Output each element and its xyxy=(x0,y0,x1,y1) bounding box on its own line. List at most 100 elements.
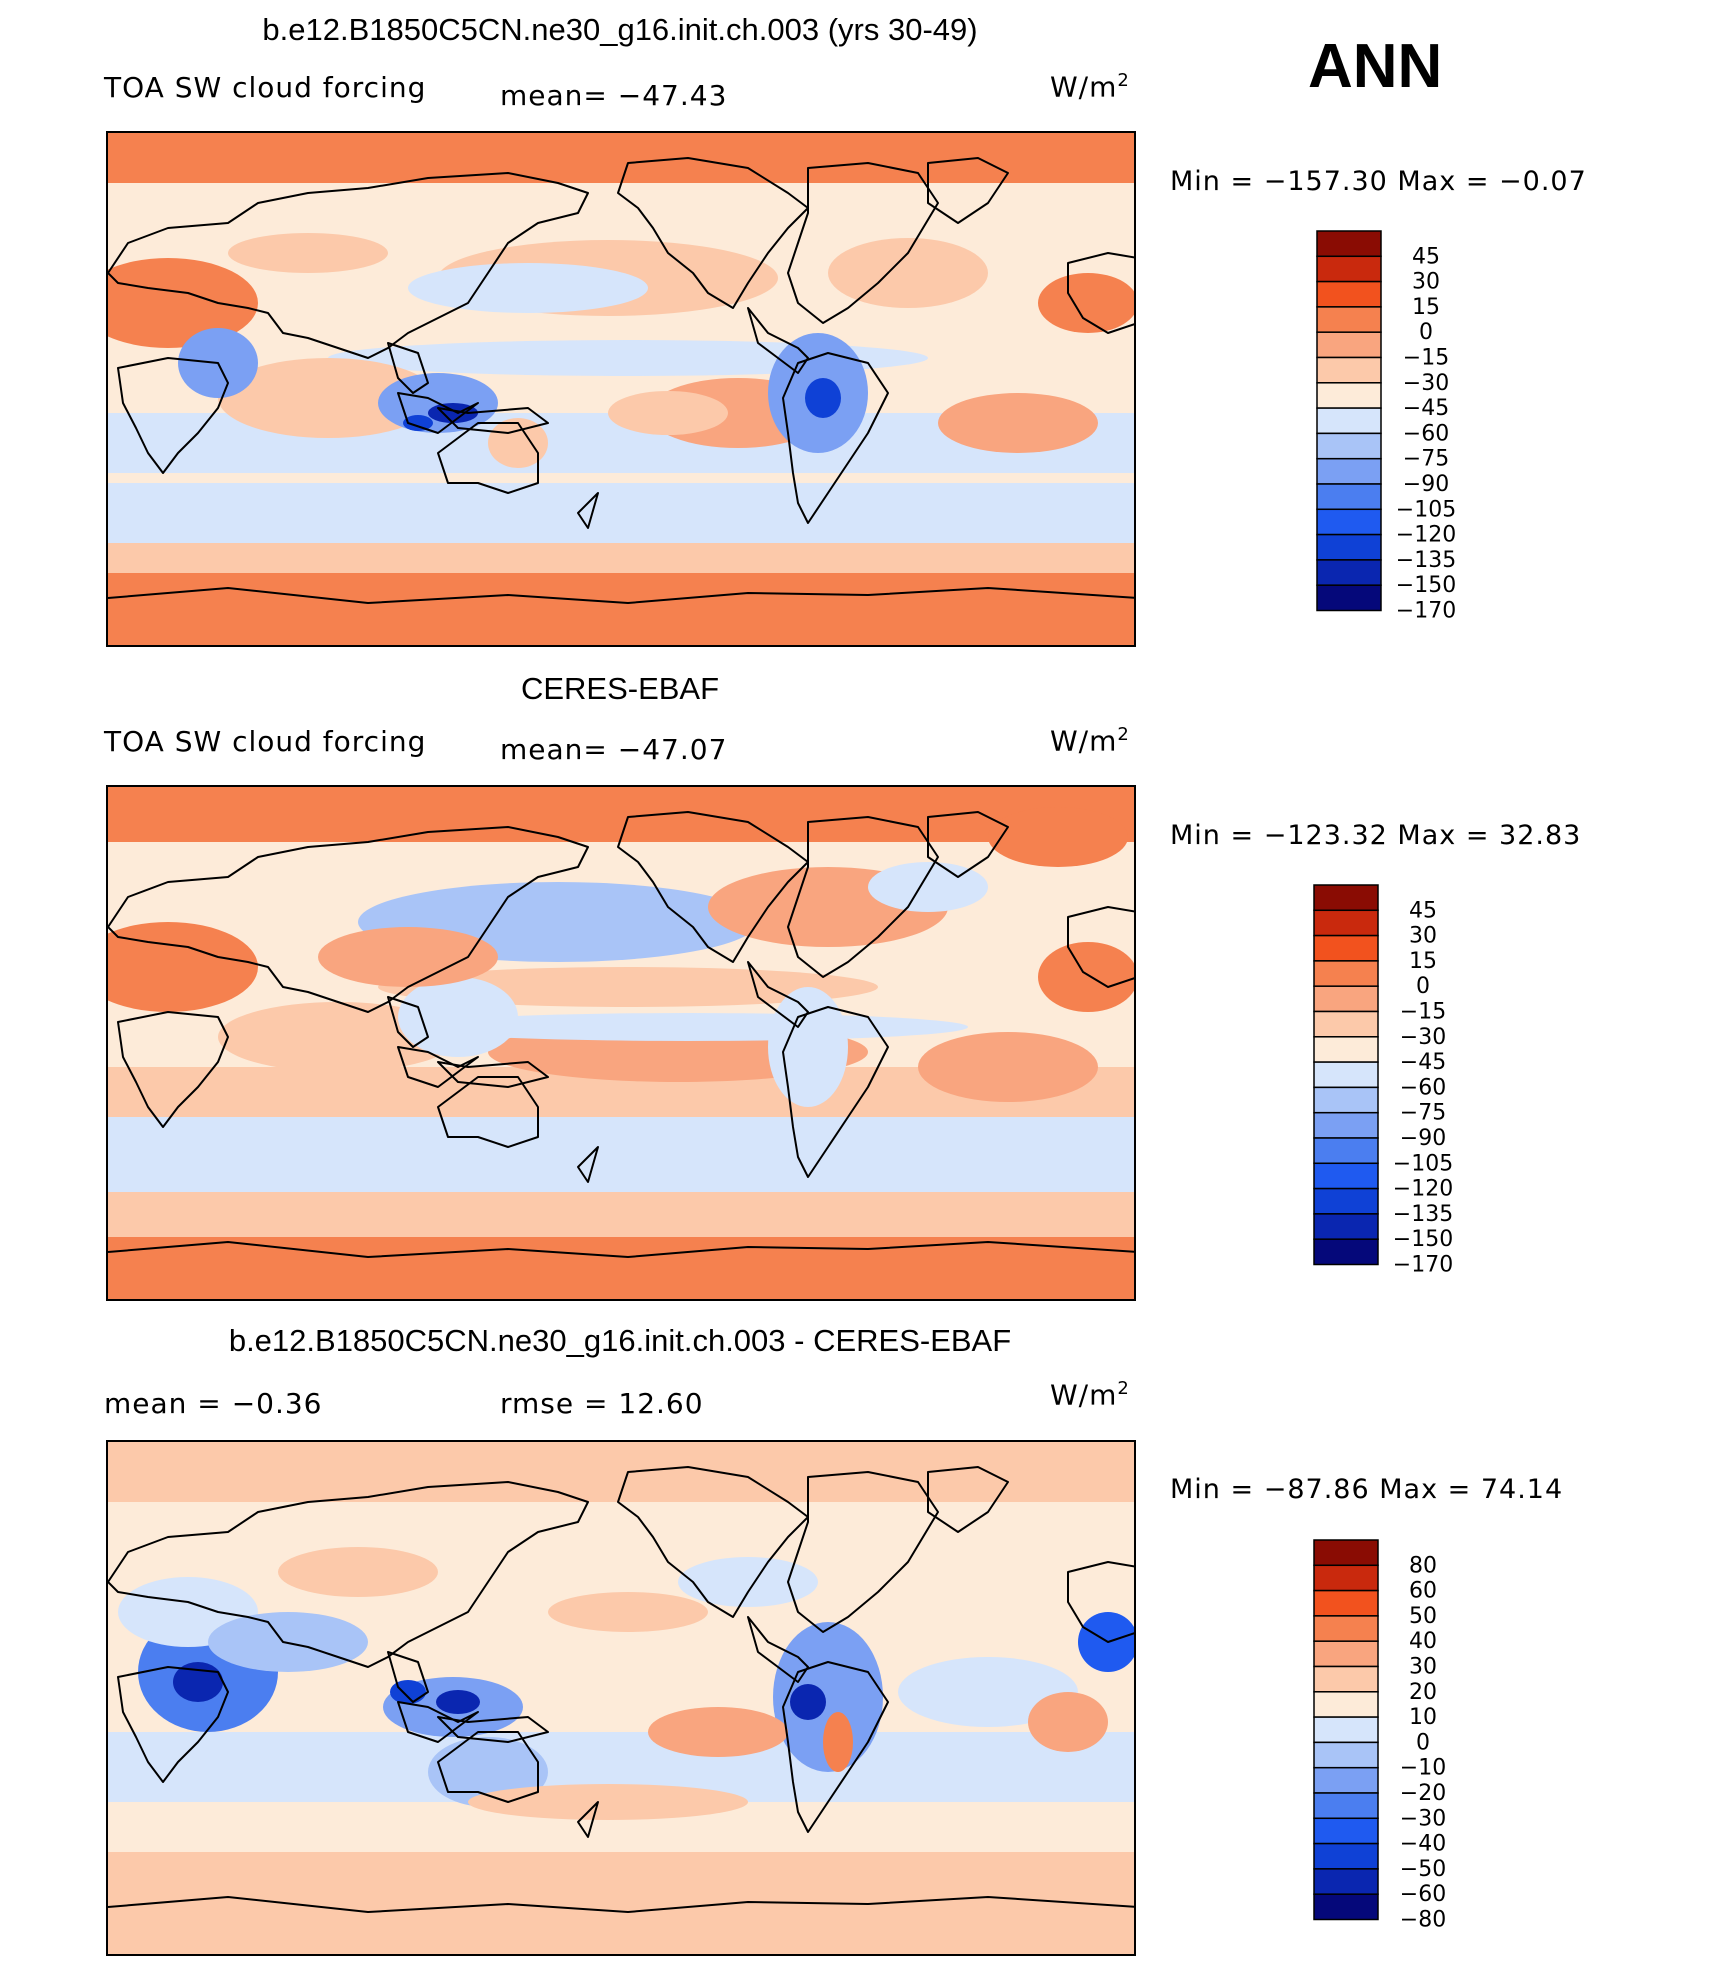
panel-1-max-label: Max xyxy=(1397,166,1457,197)
colorbar-swatch xyxy=(1316,432,1382,460)
colorbar-label: 60 xyxy=(1409,1579,1437,1604)
colorbar-swatch xyxy=(1313,1716,1379,1744)
colorbar-swatch xyxy=(1313,1842,1379,1870)
colorbar-label: −10 xyxy=(1400,1756,1446,1781)
colorbar-swatch xyxy=(1313,1564,1379,1592)
colorbar-label: −135 xyxy=(1393,1202,1453,1227)
colorbar-label: −30 xyxy=(1400,1806,1446,1831)
panel-3-mean-value: −0.36 xyxy=(231,1387,323,1420)
panel-1-variable-label: TOA SW cloud forcing xyxy=(104,71,427,104)
colorbar-label: 40 xyxy=(1409,1629,1437,1654)
colorbar-swatch xyxy=(1313,960,1379,987)
colorbar-label: 50 xyxy=(1409,1604,1437,1629)
panel-3-colorbar: 80 60 50 40 30 20 10 0 −10 −20 −30 −40 −50 −60 −80 xyxy=(1313,1539,1463,1933)
colorbar-swatch xyxy=(1313,1111,1379,1139)
colorbar-swatch xyxy=(1316,584,1382,612)
colorbar-swatch xyxy=(1313,1589,1379,1617)
panel-1-colorbar: 45 30 15 0 −15 −30 −45 −60 −75 −90 −105 −120 −135 −15… xyxy=(1316,230,1466,624)
colorbar-swatch xyxy=(1313,1086,1379,1114)
colorbar-label: 10 xyxy=(1409,1705,1437,1730)
colorbar-label: −15 xyxy=(1403,346,1449,371)
panel-3-min-max: Min = −87.86 Max = 74.14 xyxy=(1170,1474,1564,1505)
colorbar-swatch xyxy=(1316,306,1382,333)
panel-3-max-label: Max xyxy=(1379,1474,1439,1505)
colorbar-label: −50 xyxy=(1400,1857,1446,1882)
panel-3-title: b.e12.B1850C5CN.ne30_g16.init.ch.003 - C… xyxy=(228,1323,1012,1358)
colorbar-swatch xyxy=(1313,1665,1379,1693)
colorbar-label: 30 xyxy=(1409,1655,1437,1680)
colorbar-label: −120 xyxy=(1393,1177,1453,1202)
colorbar-label: 20 xyxy=(1409,1680,1437,1705)
panel-1-title: b.e12.B1850C5CN.ne30_g16.init.ch.003 (yr… xyxy=(262,12,978,47)
panel-3-mean-label: mean = xyxy=(104,1387,222,1420)
panel-3-mean-stat: mean = −0.36 xyxy=(104,1390,323,1418)
panel-1-min-max: Min = −157.30 Max = −0.07 xyxy=(1170,166,1587,197)
colorbar-label: −60 xyxy=(1400,1882,1446,1907)
colorbar-swatch xyxy=(1313,1213,1379,1240)
colorbar-swatch xyxy=(1316,230,1382,258)
panel-2-variable-label: TOA SW cloud forcing xyxy=(104,725,427,758)
colorbar-swatch xyxy=(1313,1162,1379,1190)
colorbar-swatch xyxy=(1313,1061,1379,1089)
panel-3-map xyxy=(106,1440,1136,1956)
colorbar-swatch xyxy=(1316,356,1382,384)
colorbar-label: −90 xyxy=(1400,1126,1446,1151)
colorbar-swatch xyxy=(1313,1640,1379,1668)
colorbar-label: −170 xyxy=(1393,1253,1453,1278)
colorbar-swatch xyxy=(1313,1893,1379,1921)
colorbar-label: −105 xyxy=(1393,1151,1453,1176)
colorbar-swatch xyxy=(1316,508,1382,536)
colorbar-swatch xyxy=(1316,280,1382,308)
panel-2-mean-label: mean= xyxy=(500,733,608,766)
panel-3-min-label: Min xyxy=(1170,1474,1221,1505)
colorbar-swatch xyxy=(1313,1238,1379,1266)
panel-2-min-max: Min = −123.32 Max = 32.83 xyxy=(1170,820,1582,851)
colorbar-swatch xyxy=(1313,1817,1379,1845)
colorbar-label: −150 xyxy=(1393,1227,1453,1252)
colorbar-swatch xyxy=(1313,1187,1379,1215)
colorbar-label: −120 xyxy=(1396,523,1456,548)
panel-2-min-label: Min xyxy=(1170,820,1221,851)
colorbar-swatch xyxy=(1313,1539,1379,1567)
panel-2-max-label: Max xyxy=(1397,820,1457,851)
colorbar-label: −20 xyxy=(1400,1781,1446,1806)
season-label: ANN xyxy=(1308,32,1443,101)
colorbar-label: 0 xyxy=(1419,320,1433,345)
colorbar-swatch xyxy=(1316,255,1382,283)
panel-3-rmse-label: rmse = xyxy=(500,1387,609,1420)
colorbar-label: −15 xyxy=(1400,1000,1446,1025)
colorbar-swatch xyxy=(1313,1868,1379,1895)
panel-2-mean-stat: mean= −47.07 xyxy=(500,736,727,764)
colorbar-swatch xyxy=(1316,457,1382,485)
colorbar-swatch xyxy=(1313,1766,1379,1794)
colorbar-swatch xyxy=(1313,1036,1379,1063)
colorbar-label: −60 xyxy=(1403,421,1449,446)
colorbar-swatch xyxy=(1316,407,1382,435)
colorbar-swatch xyxy=(1313,909,1379,937)
colorbar-swatch xyxy=(1313,884,1379,912)
colorbar-swatch xyxy=(1313,1691,1379,1718)
colorbar-swatch xyxy=(1313,934,1379,962)
panel-3-max-value: 74.14 xyxy=(1480,1474,1564,1505)
colorbar-label: −170 xyxy=(1396,599,1456,624)
colorbar-label: −40 xyxy=(1400,1832,1446,1857)
panel-1-map xyxy=(106,131,1136,647)
panel-1-max-value: −0.07 xyxy=(1499,166,1587,197)
panel-1-units: W/m2 xyxy=(1050,70,1130,104)
colorbar-label: 0 xyxy=(1416,974,1430,999)
colorbar-label: −45 xyxy=(1403,396,1449,421)
panel-2-mean-value: −47.07 xyxy=(617,733,728,766)
panel-3-rmse-stat: rmse = 12.60 xyxy=(500,1390,704,1418)
colorbar-label: −80 xyxy=(1400,1908,1446,1933)
colorbar-label: −30 xyxy=(1403,371,1449,396)
panel-2-map xyxy=(106,785,1136,1301)
colorbar-label: −30 xyxy=(1400,1025,1446,1050)
colorbar-swatch xyxy=(1313,1741,1379,1769)
panel-1-mean-value: −47.43 xyxy=(617,79,728,112)
colorbar-label: 45 xyxy=(1409,898,1437,923)
colorbar-swatch xyxy=(1313,1615,1379,1642)
panel-2-title: CERES-EBAF xyxy=(520,671,720,706)
colorbar-swatch xyxy=(1313,1792,1379,1820)
colorbar-label: −60 xyxy=(1400,1075,1446,1100)
panel-2-units: W/m2 xyxy=(1050,724,1130,758)
